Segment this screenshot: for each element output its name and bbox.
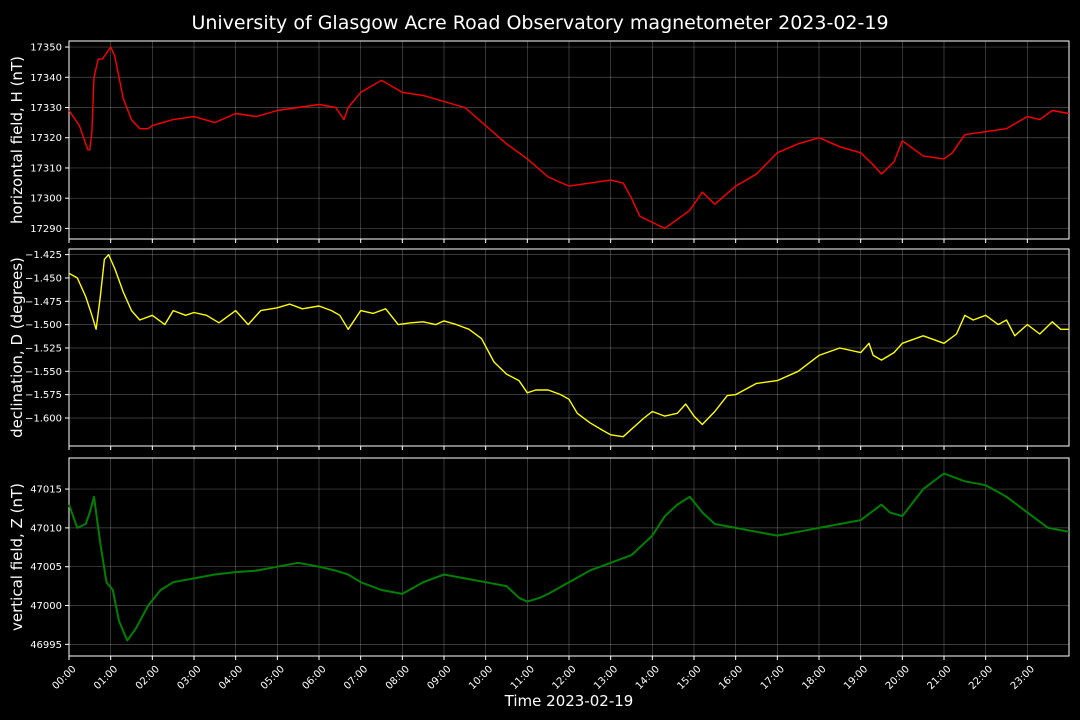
y-tick-label: 17340 [30,73,62,84]
y-tick-label: 47000 [30,601,62,612]
x-tick-label: 15:00 [675,664,703,692]
x-tick-label: 11:00 [509,664,537,692]
y-tick-label: 47005 [30,562,62,573]
y-tick-label: 47015 [30,485,62,496]
x-tick-label: 18:00 [800,664,828,692]
x-tick-label: 07:00 [342,664,370,692]
y-axis-label-z: vertical field, Z (nT) [8,483,26,631]
panel-d: −1.425 −1.450 −1.475 −1.500 −1.525 −1.550 −1.5… [8,248,1070,450]
x-tick-label: 13:00 [592,664,620,692]
x-tick-label: 09:00 [425,664,453,692]
x-tick-label: 20:00 [884,664,912,692]
y-tick-label: 17290 [30,224,62,235]
series-line-z [68,472,1070,642]
y-tick-label: 17320 [30,133,62,144]
x-tick-label: 10:00 [467,664,495,692]
x-tick-label: 02:00 [134,664,162,692]
y-axis-label-h: horizontal field, H (nT) [8,56,26,224]
x-axis-label: Time 2023-02-19 [504,692,634,710]
panel-z: 46995 47000 47005 47010 47015 vertical field,… [8,457,1070,660]
y-tick-label: −1.550 [25,367,62,378]
y-tick-label: −1.600 [25,413,62,424]
x-tick-label: 06:00 [300,664,328,692]
y-tick-label: 17300 [30,194,62,205]
y-tick-label: 46995 [30,640,62,651]
series-line-d [68,253,1069,438]
x-tick-label: 14:00 [634,664,662,692]
x-tick-label: 03:00 [175,664,203,692]
panel-frame [68,40,1070,240]
x-tick-label: 08:00 [384,664,412,692]
y-tick-label: 17330 [30,103,62,114]
x-tick-label: 22:00 [967,664,995,692]
y-axis-label-d: declination, D (degrees) [8,257,26,438]
y-tick-label: −1.525 [25,343,62,354]
y-tick-label: −1.475 [25,297,62,308]
x-tick-label: 21:00 [925,664,953,692]
y-tick-label: 17310 [30,163,62,174]
y-tick-label: 47010 [30,523,62,534]
y-tick-label: −1.425 [25,250,62,261]
x-tick-label: 00:00 [50,664,78,692]
x-tick-label: 17:00 [759,664,787,692]
x-tick-label: 01:00 [92,664,120,692]
y-tick-label: 17350 [30,43,62,54]
x-tick-label: 04:00 [217,664,245,692]
series-line-h [68,46,1070,230]
panel-h: 17290 17300 17310 17320 17330 17340 17350 horiz… [8,40,1070,243]
chart-panels: 17290 17300 17310 17320 17330 17340 17350 horiz… [8,40,1070,660]
x-tick-label: 16:00 [717,664,745,692]
x-axis-tick-labels: 00:00 01:00 02:00 03:00 04:00 05:00 06:00 07:00… [50,664,1036,692]
chart-title: University of Glasgow Acre Road Observat… [191,12,888,34]
x-tick-label: 19:00 [842,664,870,692]
y-tick-label: −1.500 [25,320,62,331]
x-tick-label: 23:00 [1009,664,1037,692]
x-tick-label: 12:00 [550,664,578,692]
y-tick-label: −1.450 [25,273,62,284]
panel-frame [68,248,1070,447]
y-tick-label: −1.575 [25,390,62,401]
x-tick-label: 05:00 [259,664,287,692]
